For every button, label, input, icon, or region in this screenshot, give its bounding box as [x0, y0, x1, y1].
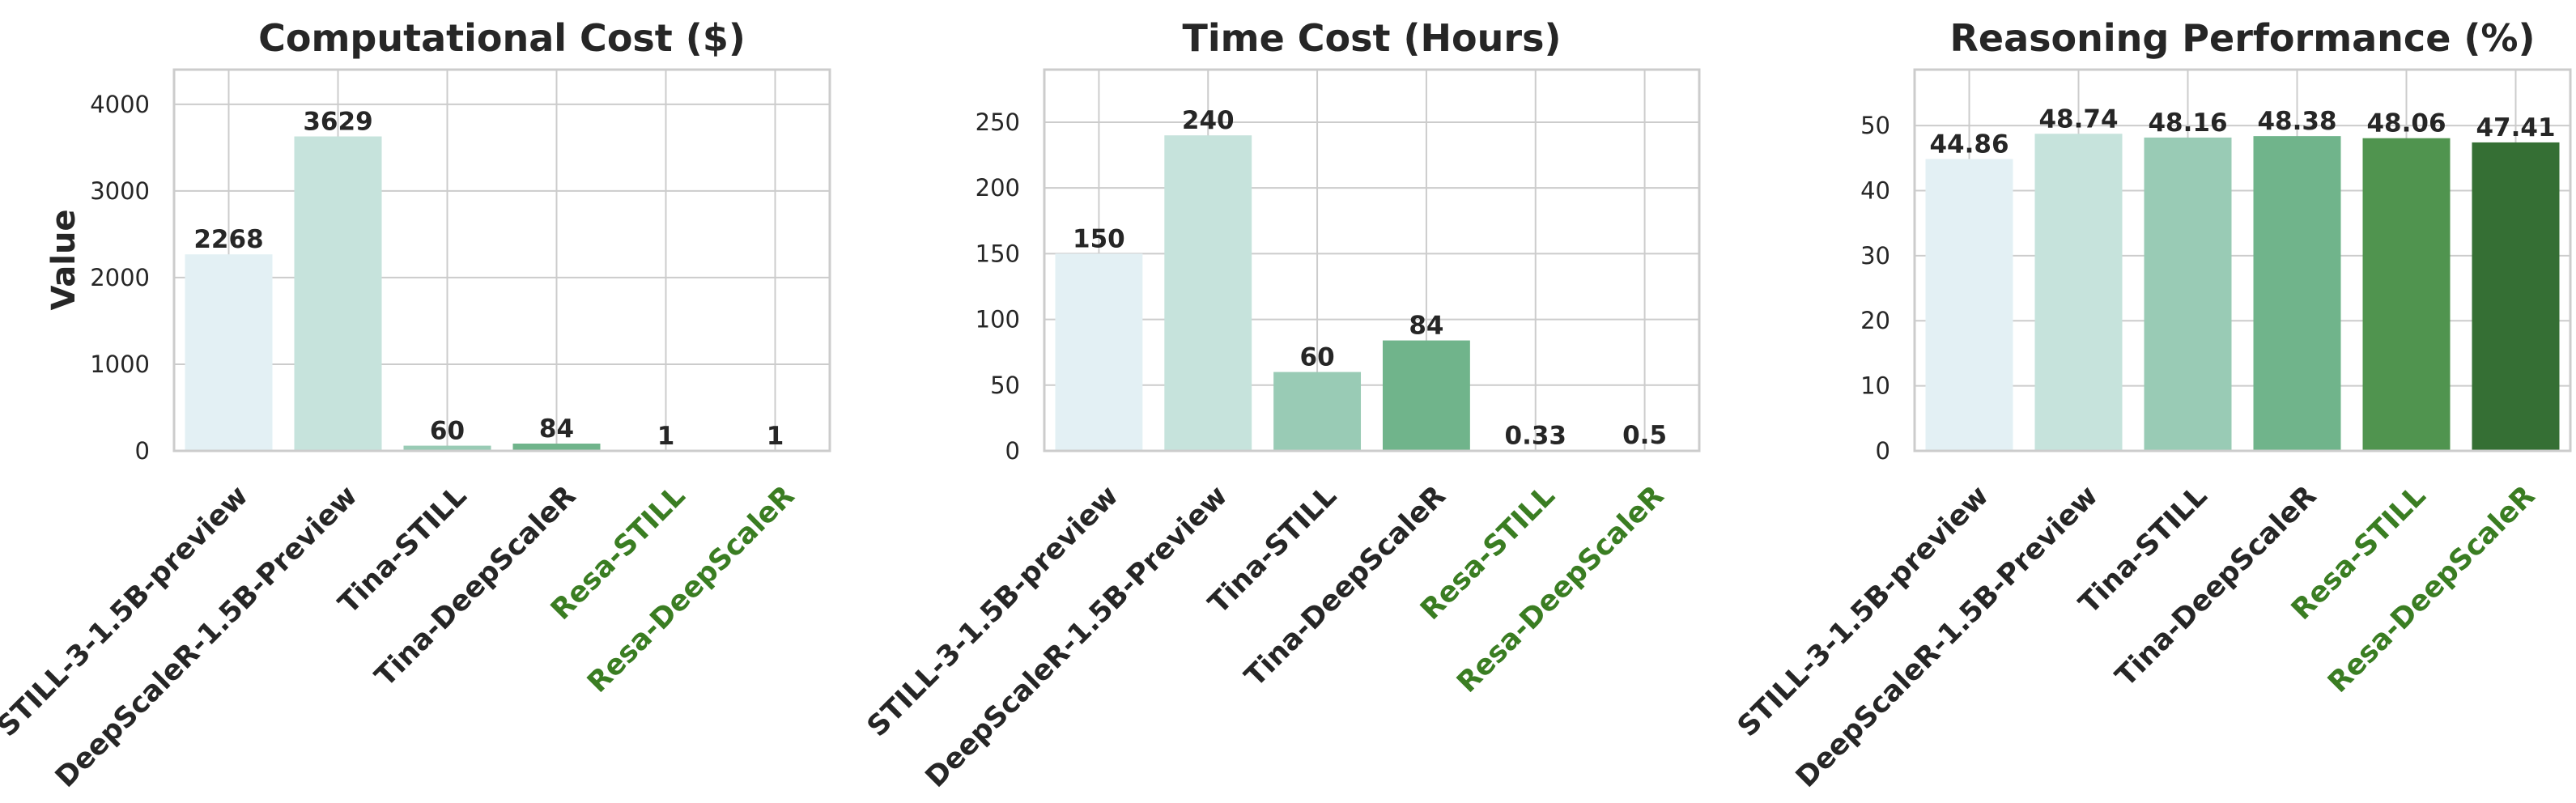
data-label: 3629 [303, 108, 372, 137]
chart-title: Time Cost (Hours) [1183, 16, 1562, 60]
data-label: 240 [1182, 106, 1235, 135]
chart-title: Reasoning Performance (%) [1949, 16, 2535, 60]
data-label: 48.06 [2366, 109, 2446, 138]
y-tick-label: 50 [990, 372, 1020, 399]
x-tick-label: Resa-DeepScaleR [2322, 480, 2541, 699]
bar-still-3-1-5b-preview [185, 254, 273, 451]
data-label: 48.38 [2257, 107, 2336, 136]
y-tick-label: 100 [976, 306, 1020, 334]
bar-tina-deepscaler [2254, 136, 2341, 451]
bar-tina-still [2145, 138, 2232, 451]
data-label: 1 [657, 422, 675, 451]
bar-tina-still [1273, 372, 1361, 451]
data-label: 48.16 [2148, 108, 2227, 138]
x-tick-label: Tina-DeepScaleR [1239, 480, 1452, 694]
y-tick-label: 1000 [90, 351, 150, 378]
data-label: 0.33 [1505, 421, 1567, 450]
chart-title: Computational Cost ($) [258, 16, 746, 60]
data-label: 2268 [193, 225, 263, 254]
x-tick-label: Resa-DeepScaleR [581, 480, 801, 699]
bar-deepscaler-1-5b-preview [2035, 134, 2123, 451]
y-axis-label: Value [45, 209, 83, 310]
bar-still-3-1-5b-preview [1926, 159, 2013, 451]
y-tick-label: 40 [1860, 176, 1890, 204]
x-tick-label: Tina-DeepScaleR [2110, 480, 2323, 694]
data-label: 60 [1300, 343, 1335, 372]
x-tick-label: Tina-DeepScaleR [369, 480, 583, 694]
bar-resa-deepscaler [2472, 142, 2560, 451]
data-label: 0.5 [1622, 421, 1667, 450]
bar-resa-still [2363, 138, 2451, 451]
y-tick-label: 0 [1005, 437, 1020, 465]
y-tick-label: 2000 [90, 264, 150, 291]
data-label: 1 [767, 422, 784, 451]
y-tick-label: 150 [976, 240, 1020, 267]
y-tick-label: 0 [1876, 437, 1890, 465]
data-label: 44.86 [1929, 130, 2009, 159]
y-tick-label: 4000 [90, 91, 150, 118]
data-label: 48.74 [2038, 104, 2118, 134]
y-tick-label: 3000 [90, 177, 150, 205]
data-label: 60 [430, 417, 465, 446]
bar-deepscaler-1-5b-preview [1164, 135, 1252, 451]
bar-still-3-1-5b-preview [1055, 253, 1142, 451]
y-tick-label: 30 [1860, 242, 1890, 270]
y-tick-label: 0 [135, 437, 150, 465]
data-label: 150 [1073, 224, 1125, 253]
bar-tina-deepscaler [1383, 341, 1470, 451]
data-label: 84 [539, 414, 574, 444]
y-tick-label: 250 [976, 108, 1020, 136]
bar-deepscaler-1-5b-preview [295, 137, 382, 451]
x-tick-label: Resa-DeepScaleR [1451, 480, 1670, 699]
y-tick-label: 10 [1860, 372, 1890, 400]
y-tick-label: 200 [976, 174, 1020, 202]
y-tick-label: 20 [1860, 307, 1890, 334]
data-label: 47.41 [2476, 113, 2555, 142]
data-label: 84 [1409, 312, 1443, 341]
y-tick-label: 50 [1860, 112, 1890, 139]
